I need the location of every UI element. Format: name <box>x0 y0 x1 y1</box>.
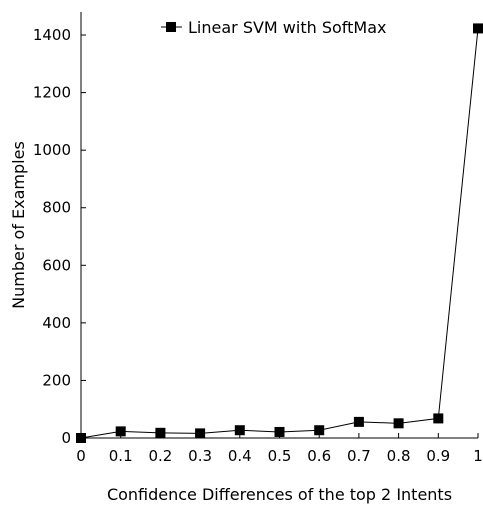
data-point-marker <box>393 418 404 429</box>
x-tick-label: 0.8 <box>387 447 411 465</box>
data-point-marker <box>274 426 285 437</box>
x-tick-label: 0 <box>76 447 86 465</box>
y-tick-label: 600 <box>42 256 71 274</box>
y-axis-label: Number of Examples <box>9 141 28 309</box>
y-tick-label: 1400 <box>33 26 71 44</box>
data-point-marker <box>433 413 444 424</box>
x-axis-ticks: 0 0.1 0.2 0.3 0.4 0.5 0.6 0.7 0.8 0.9 1 <box>76 433 483 465</box>
data-point-marker <box>353 416 364 427</box>
legend-square-marker-icon <box>166 22 176 32</box>
y-tick-label: 1000 <box>33 141 71 159</box>
y-tick-label: 1200 <box>33 84 71 102</box>
data-point-marker <box>195 428 206 439</box>
series-line <box>80 28 479 439</box>
y-tick-label: 800 <box>42 199 71 217</box>
series-layer <box>76 23 483 443</box>
x-axis-label: Confidence Differences of the top 2 Inte… <box>107 485 452 504</box>
x-tick-label: 0.4 <box>228 447 252 465</box>
x-tick-label: 0.6 <box>307 447 331 465</box>
legend: Linear SVM with SoftMax <box>161 18 386 37</box>
y-tick-label: 400 <box>42 314 71 332</box>
x-tick-label: 0.1 <box>109 447 133 465</box>
x-tick-label: 0.5 <box>268 447 292 465</box>
legend-series-label: Linear SVM with SoftMax <box>188 18 386 37</box>
data-point-marker <box>115 426 126 437</box>
x-tick-label: 0.7 <box>347 447 371 465</box>
y-tick-label: 200 <box>42 371 71 389</box>
y-tick-label: 0 <box>61 429 71 447</box>
x-tick-label: 0.9 <box>426 447 450 465</box>
data-point-marker <box>473 23 483 34</box>
y-axis-ticks: 0 200 400 600 800 1000 1200 1400 <box>33 26 86 447</box>
x-tick-label: 0.2 <box>148 447 172 465</box>
data-point-marker <box>234 425 245 436</box>
x-tick-label: 1 <box>473 447 483 465</box>
data-point-marker <box>155 427 166 438</box>
x-tick-label: 0.3 <box>188 447 212 465</box>
data-point-marker <box>76 433 86 443</box>
data-point-marker <box>314 425 325 436</box>
axes <box>80 12 478 439</box>
